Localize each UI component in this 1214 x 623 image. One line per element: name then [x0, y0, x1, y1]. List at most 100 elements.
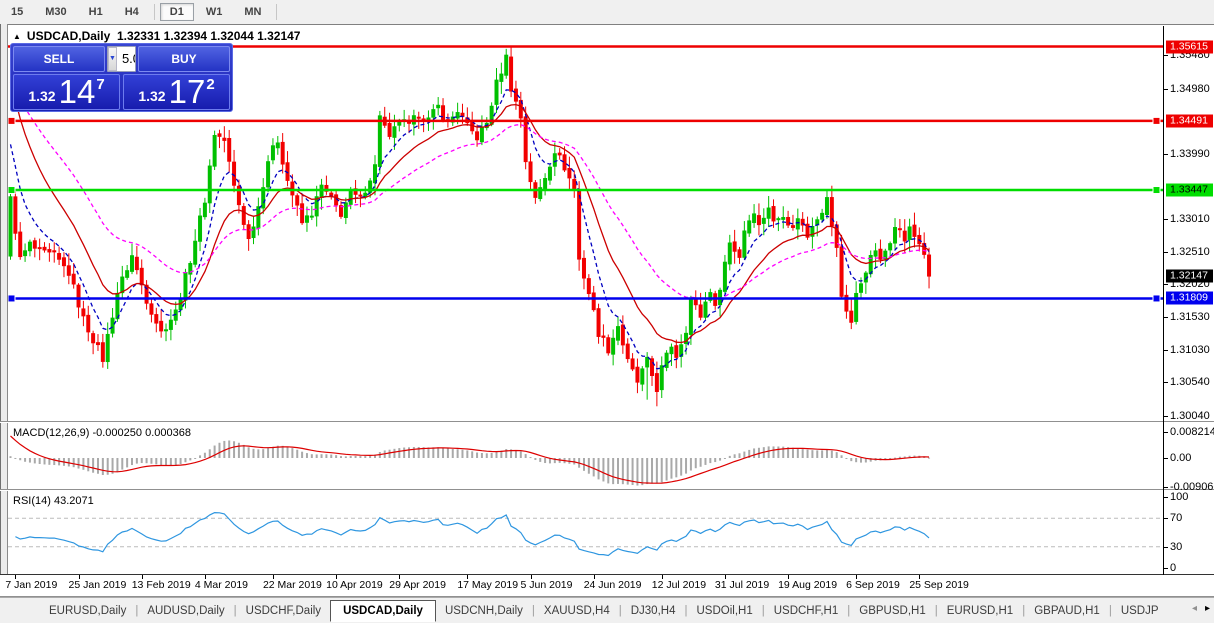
- macd-histogram-bar: [753, 448, 756, 458]
- price-axis-label: 1.31030: [1170, 344, 1210, 357]
- bear-candle: [927, 254, 932, 277]
- bear-candle: [71, 273, 76, 285]
- bull-candle: [270, 145, 275, 161]
- macd-histogram-bar: [840, 455, 843, 458]
- price-badge: 1.33447: [1166, 183, 1213, 197]
- macd-histogram-bar: [495, 451, 498, 458]
- buy-button[interactable]: BUY: [138, 46, 230, 72]
- chart-tab-dj30-h4[interactable]: DJ30,H4: [630, 604, 676, 617]
- macd-histogram-bar: [816, 450, 819, 458]
- macd-histogram-bar: [33, 458, 36, 464]
- bull-candle: [820, 212, 825, 220]
- tab-scroll-left-icon[interactable]: ◂: [1191, 603, 1197, 614]
- timeframe-button-m30[interactable]: M30: [45, 5, 67, 18]
- line-anchor-handle[interactable]: [8, 186, 16, 195]
- macd-histogram-bar: [325, 454, 328, 458]
- sell-button[interactable]: SELL: [13, 46, 105, 72]
- timeframe-button-h4[interactable]: H4: [124, 5, 139, 18]
- chart-tab-xauusd-h4[interactable]: XAUUSD,H4: [543, 604, 610, 617]
- timeframe-button-mn[interactable]: MN: [244, 5, 262, 18]
- chart-tab-usdchf-h1[interactable]: USDCHF,H1: [773, 604, 839, 617]
- sell-price-display[interactable]: 1.32 14 7: [13, 74, 120, 110]
- bull-candle: [659, 365, 664, 391]
- bear-candle: [475, 131, 480, 141]
- chart-tab-usdcnh-daily[interactable]: USDCNH,Daily: [444, 604, 523, 617]
- line-anchor-handle[interactable]: [8, 116, 16, 125]
- bull-candle: [397, 121, 402, 126]
- bear-candle: [596, 308, 601, 337]
- macd-histogram-bar: [689, 458, 692, 471]
- bull-candle: [275, 142, 280, 149]
- macd-histogram-bar: [461, 449, 464, 458]
- price-badge: 1.32147: [1166, 269, 1213, 283]
- buy-price-display[interactable]: 1.32 17 2: [123, 74, 230, 110]
- tab-scroll-right-icon[interactable]: ▸: [1204, 603, 1210, 614]
- chart-tab-usdoil-h1[interactable]: USDOil,H1: [696, 604, 753, 617]
- timeframe-button-d1[interactable]: D1: [159, 2, 194, 21]
- timeframe-button-15[interactable]: 15: [11, 5, 24, 18]
- macd-histogram-bar: [305, 453, 308, 458]
- bull-candle: [611, 337, 616, 355]
- macd-histogram-bar: [199, 455, 202, 458]
- timeframe-button-h1[interactable]: H1: [88, 5, 103, 18]
- macd-histogram-bar: [135, 458, 138, 464]
- macd-histogram-bar: [651, 458, 654, 484]
- price-axis-label: 1.33990: [1170, 148, 1210, 161]
- volume-input[interactable]: 5.00: [121, 51, 135, 66]
- volume-decrease-icon[interactable]: ▼: [108, 47, 117, 71]
- bull-candle: [455, 112, 460, 119]
- macd-signal-line: [10, 435, 930, 484]
- macd-histogram-bar: [548, 458, 551, 464]
- rsi-panel-canvas[interactable]: [8, 491, 1163, 574]
- rsi-axis-label: 30: [1170, 540, 1183, 553]
- bear-candle: [81, 308, 86, 317]
- macd-histogram-bar: [412, 447, 415, 458]
- macd-panel-canvas[interactable]: [8, 423, 1163, 489]
- bull-candle: [188, 262, 193, 275]
- panel-separator[interactable]: [0, 489, 1214, 490]
- buy-price-big: 17: [168, 73, 206, 110]
- panel-separator[interactable]: [0, 421, 1214, 422]
- bear-candle: [878, 248, 883, 260]
- macd-histogram-bar: [359, 456, 362, 458]
- timeframe-button-w1[interactable]: W1: [205, 5, 223, 18]
- macd-histogram-bar: [140, 458, 143, 464]
- chart-tab-gbpusd-h1[interactable]: GBPUSD,H1: [859, 604, 926, 617]
- bull-candle: [552, 153, 557, 167]
- line-anchor-handle[interactable]: [8, 294, 16, 303]
- toolbar-separator: [276, 3, 278, 20]
- axis-tick: [1164, 218, 1168, 220]
- bear-candle: [227, 138, 232, 162]
- collapse-triangle-icon[interactable]: ▲: [13, 32, 21, 41]
- date-tick: [919, 575, 921, 579]
- line-anchor-handle[interactable]: [1152, 186, 1161, 195]
- macd-histogram-bar: [738, 453, 741, 458]
- macd-histogram-bar: [641, 458, 644, 486]
- bear-candle: [839, 246, 844, 297]
- price-axis-label: 1.30540: [1170, 376, 1210, 389]
- macd-histogram-bar: [612, 458, 615, 485]
- chart-tab-gbpaud-h1[interactable]: GBPAUD,H1: [1034, 604, 1100, 617]
- date-tick: [336, 575, 338, 579]
- macd-histogram-bar: [553, 458, 556, 464]
- bear-candle: [42, 246, 47, 251]
- date-tick: [15, 575, 17, 579]
- bear-candle: [528, 161, 533, 183]
- rsi-axis-label: 70: [1170, 512, 1183, 525]
- chart-tab-usdchf-daily[interactable]: USDCHF,Daily: [245, 604, 322, 617]
- line-anchor-handle[interactable]: [1152, 116, 1161, 125]
- bear-candle: [441, 105, 446, 121]
- chart-tab-usdjp[interactable]: USDJP: [1120, 604, 1159, 617]
- macd-histogram-bar: [680, 458, 683, 476]
- chart-tab-usdcad-daily[interactable]: USDCAD,Daily: [330, 599, 436, 622]
- chart-tab-eurusd-daily[interactable]: EURUSD,Daily: [49, 604, 127, 617]
- bull-candle: [314, 196, 319, 217]
- chart-tab-audusd-daily[interactable]: AUDUSD,Daily: [147, 604, 225, 617]
- chart-tab-eurusd-h1[interactable]: EURUSD,H1: [946, 604, 1014, 617]
- macd-histogram-bar: [821, 450, 824, 458]
- macd-histogram-bar: [869, 458, 872, 462]
- macd-histogram-bar: [184, 458, 187, 463]
- macd-histogram-bar: [709, 458, 712, 464]
- tab-separator: |: [847, 604, 851, 617]
- line-anchor-handle[interactable]: [1152, 294, 1161, 303]
